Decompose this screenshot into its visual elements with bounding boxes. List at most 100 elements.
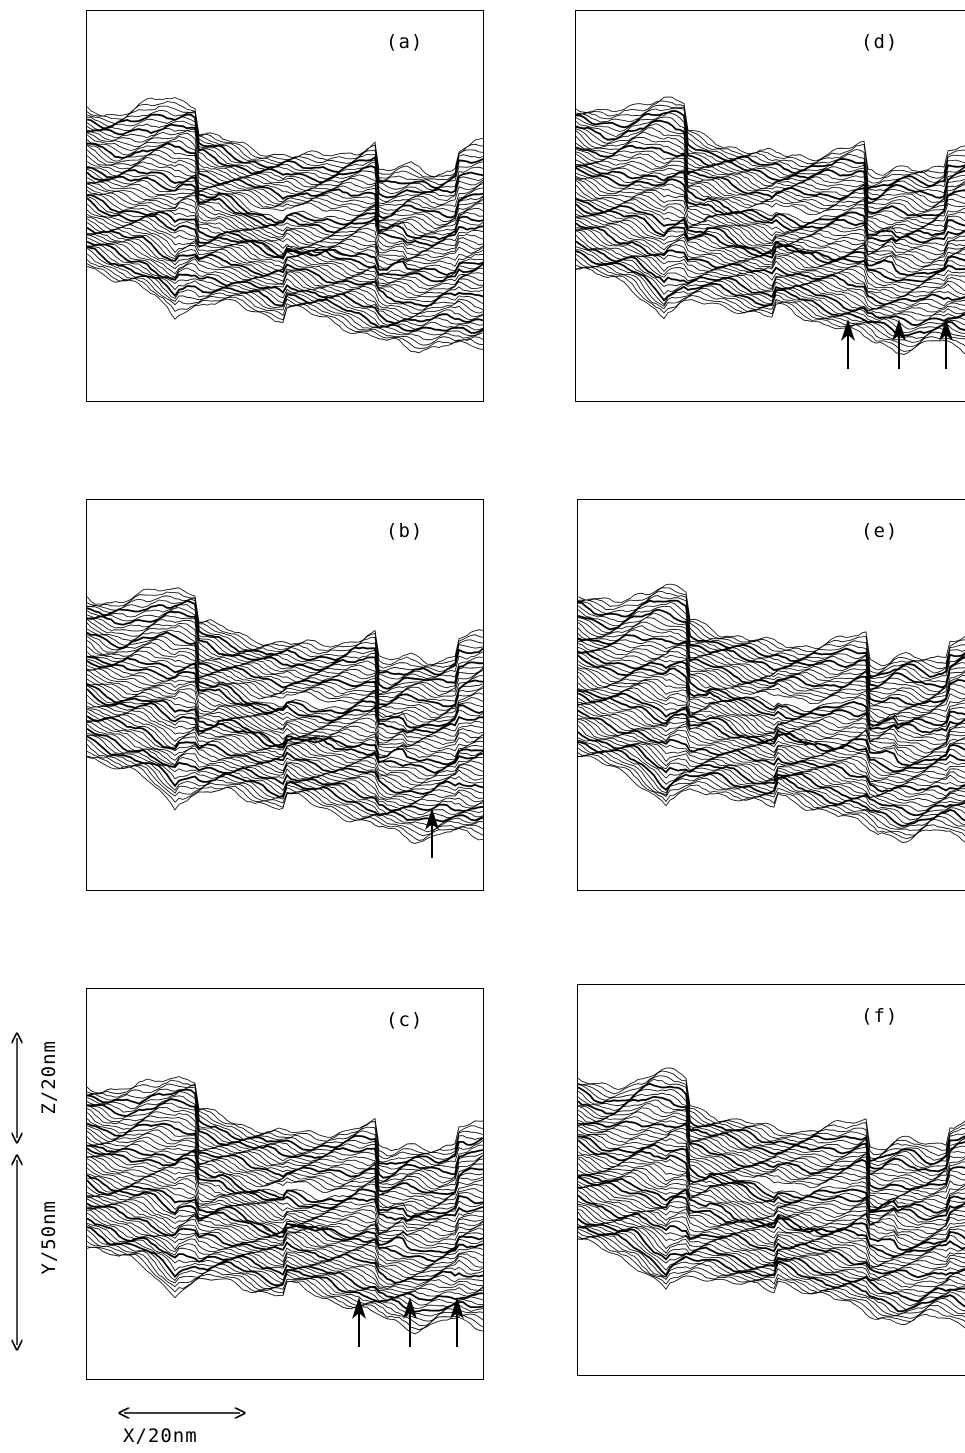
scan-line	[578, 1208, 965, 1294]
scan-line	[87, 1195, 483, 1273]
scan-line	[87, 600, 483, 676]
scan-line	[578, 1082, 965, 1166]
scan-line	[87, 678, 483, 758]
scan-line	[87, 701, 483, 780]
scan-line	[87, 715, 483, 795]
feature-arrow	[425, 808, 439, 858]
scan-line	[87, 1192, 483, 1269]
scan-line	[87, 123, 483, 199]
stm-surface-plot	[578, 583, 965, 843]
scan-line	[576, 222, 965, 306]
scan-line	[578, 1176, 965, 1258]
scan-line	[578, 1135, 965, 1214]
scan-line	[578, 608, 965, 689]
scan-line	[87, 1241, 483, 1326]
scan-line	[87, 669, 483, 749]
scan-line	[87, 155, 483, 232]
scan-line	[578, 1111, 965, 1186]
scan-line	[576, 172, 965, 247]
scan-line	[578, 643, 965, 716]
scan-line	[87, 183, 483, 261]
scan-line	[87, 688, 483, 774]
panel-b: (b)	[86, 499, 484, 891]
scan-line	[87, 1145, 483, 1221]
scan-line	[87, 658, 483, 732]
scan-line	[87, 1206, 483, 1285]
scan-line	[578, 1070, 965, 1156]
scan-line	[578, 667, 965, 745]
scan-line	[578, 583, 965, 667]
scan-lines	[576, 96, 965, 355]
scan-line	[87, 595, 483, 669]
scan-line	[87, 591, 483, 667]
scan-line	[578, 1163, 965, 1242]
scan-line	[576, 119, 965, 201]
scan-line	[87, 645, 483, 721]
panel-label: (f)	[861, 1005, 899, 1027]
scan-lines	[87, 96, 483, 354]
scan-line	[578, 1236, 965, 1323]
panel-d: (d)	[575, 10, 965, 402]
scan-line	[578, 747, 965, 831]
scan-line	[87, 1158, 483, 1240]
scan-line	[578, 714, 965, 797]
scan-line	[87, 628, 483, 703]
scan-line	[87, 751, 483, 837]
scan-line	[576, 178, 965, 260]
panel-label: (e)	[861, 520, 899, 542]
scan-line	[87, 1195, 483, 1276]
scan-line	[87, 709, 483, 790]
scan-line	[87, 1118, 483, 1192]
scan-line	[576, 167, 965, 244]
scan-line	[87, 232, 483, 314]
scan-line	[87, 253, 483, 341]
scan-line	[578, 743, 965, 829]
scan-line	[87, 1217, 483, 1302]
scan-line	[578, 1067, 965, 1151]
scan-line	[576, 104, 965, 184]
scan-line	[87, 1197, 483, 1279]
stm-surface-plot	[578, 1067, 965, 1329]
scan-line	[578, 1120, 965, 1191]
scan-line	[87, 127, 483, 203]
scan-line	[578, 1231, 965, 1317]
scan-line	[87, 668, 483, 743]
scan-line	[87, 617, 483, 695]
scan-line	[576, 203, 965, 283]
scan-line	[87, 610, 483, 690]
scan-line	[87, 181, 483, 256]
scan-line	[576, 217, 965, 299]
scan-lines	[578, 1067, 965, 1329]
scan-line	[87, 236, 483, 322]
scan-line	[87, 142, 483, 219]
scan-line	[87, 186, 483, 262]
scan-line	[578, 629, 965, 704]
scan-line	[578, 1107, 965, 1184]
scan-line	[578, 639, 965, 708]
scan-line	[576, 112, 965, 191]
scan-line	[578, 1212, 965, 1297]
scan-line	[578, 625, 965, 703]
scan-line	[578, 660, 965, 738]
scan-line	[578, 1190, 965, 1275]
scan-line	[578, 703, 965, 784]
scan-line	[87, 246, 483, 334]
scan-line	[578, 719, 965, 804]
scan-line	[87, 727, 483, 812]
scan-line	[87, 1095, 483, 1175]
feature-arrow	[892, 319, 906, 369]
scan-line	[87, 1229, 483, 1317]
scan-line	[578, 1134, 965, 1209]
scan-line	[578, 590, 965, 674]
scan-line	[87, 1136, 483, 1209]
feature-arrow	[939, 319, 953, 369]
scan-line	[576, 136, 965, 212]
panel-e: (e)	[577, 499, 965, 891]
scan-line	[87, 604, 483, 680]
scan-line	[87, 733, 483, 816]
panel-label: (c)	[386, 1009, 424, 1031]
scan-line	[578, 692, 965, 773]
scan-line	[87, 1198, 483, 1282]
scan-line	[576, 140, 965, 216]
scan-line	[87, 132, 483, 207]
